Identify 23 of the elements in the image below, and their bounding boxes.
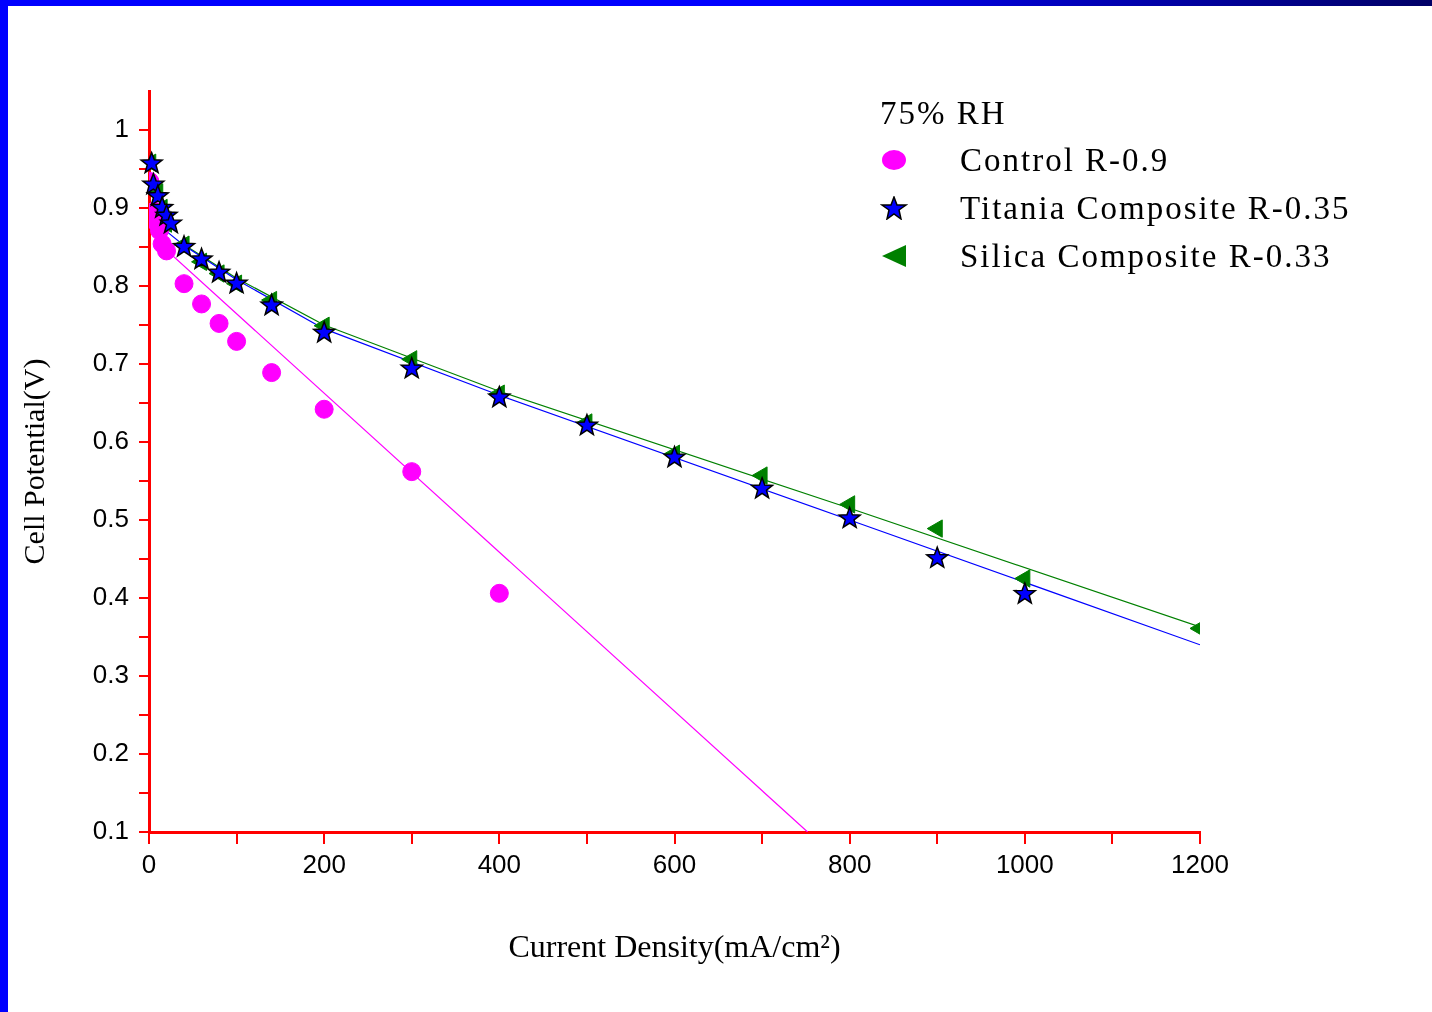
x-tick-label: 600: [652, 848, 697, 879]
y-axis-title: Cell Potential(V): [16, 358, 51, 565]
legend-label: Silica Composite R-0.33: [960, 237, 1332, 275]
legend-label: Control R-0.9: [960, 141, 1170, 179]
x-tick-label: 1000: [995, 848, 1054, 879]
x-tick-label: 0: [141, 848, 157, 879]
y-tick-label: 0.2: [92, 737, 129, 768]
x-tick-label: 400: [477, 848, 522, 879]
y-tick-label: 0.7: [92, 347, 129, 378]
y-tick-label: 0.1: [92, 815, 129, 846]
y-tick-label: 0.6: [92, 425, 129, 456]
y-tick-label: 0.4: [92, 581, 129, 612]
x-axis-title: Current Density(mA/cm²): [508, 928, 841, 965]
x-tick-label: 1200: [1171, 848, 1229, 879]
y-tick-label: 0.8: [92, 269, 129, 300]
legend-title: 75% RH: [880, 95, 1008, 132]
y-tick-label: 0.9: [92, 191, 129, 222]
x-tick-label: 800: [827, 848, 872, 879]
legend-label: Titania Composite R-0.35: [960, 189, 1351, 227]
x-tick-label: 200: [302, 848, 346, 879]
y-tick-label: 1: [114, 113, 129, 144]
y-tick-label: 0.3: [92, 659, 129, 690]
y-tick-label: 0.5: [92, 503, 129, 534]
